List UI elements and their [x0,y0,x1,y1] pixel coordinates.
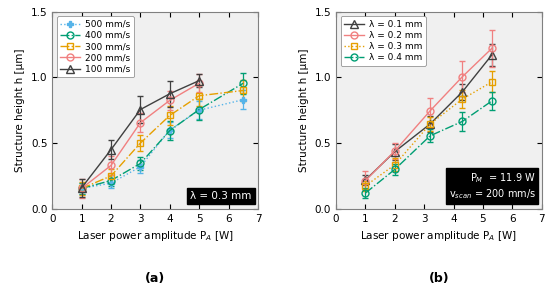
Legend: 500 mm/s, 400 mm/s, 300 mm/s, 200 mm/s, 100 mm/s: 500 mm/s, 400 mm/s, 300 mm/s, 200 mm/s, … [57,16,134,77]
Text: λ = 0.3 mm: λ = 0.3 mm [190,191,252,201]
Text: (b): (b) [428,272,449,285]
Text: P$_M$  = 11.9 W
v$_{scan}$ = 200 mm/s: P$_M$ = 11.9 W v$_{scan}$ = 200 mm/s [449,171,536,201]
X-axis label: Laser power amplitude P$_A$ [W]: Laser power amplitude P$_A$ [W] [76,229,234,243]
Y-axis label: Structure height h [μm]: Structure height h [μm] [299,48,309,172]
Y-axis label: Structure height h [μm]: Structure height h [μm] [15,48,25,172]
Text: (a): (a) [145,272,165,285]
X-axis label: Laser power amplitude P$_A$ [W]: Laser power amplitude P$_A$ [W] [360,229,518,243]
Legend: λ = 0.1 mm, λ = 0.2 mm, λ = 0.3 mm, λ = 0.4 mm: λ = 0.1 mm, λ = 0.2 mm, λ = 0.3 mm, λ = … [340,16,426,66]
